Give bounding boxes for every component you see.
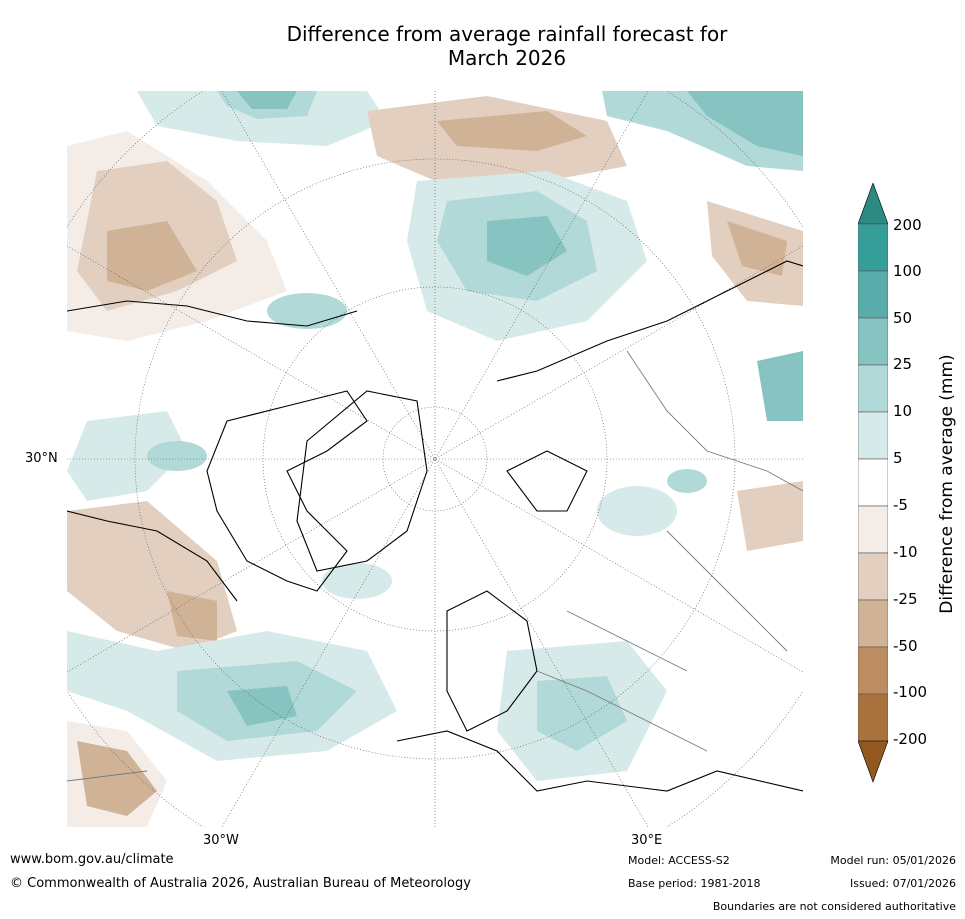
- footer-disclaimer: Boundaries are not considered authoritat…: [712, 900, 956, 913]
- title-line-2: March 2026: [447, 46, 567, 70]
- lat-label-30n: 30°N: [25, 451, 58, 466]
- colorbar-tick: -5: [893, 496, 908, 514]
- colorbar-segment: [858, 505, 888, 554]
- footer-issued: Issued: 07/01/2026: [849, 877, 956, 890]
- footer-website-link[interactable]: www.bom.gov.au/climate: [10, 852, 174, 867]
- lon-label-30e: 30°E: [631, 833, 663, 848]
- colorbar-segment: [858, 411, 888, 460]
- colorbar-tick: -100: [893, 683, 928, 701]
- lon-label-30w: 30°W: [203, 833, 239, 848]
- colorbar-segment: [858, 223, 888, 272]
- footer-base-period: Base period: 1981-2018: [628, 877, 761, 890]
- colorbar-segment: [858, 599, 888, 648]
- coastlines: [67, 260, 803, 792]
- map-title: Difference from average rainfall forecas…: [0, 22, 965, 70]
- graticule: [67, 91, 803, 827]
- anomaly-shading: [67, 91, 803, 827]
- colorbar: [858, 183, 888, 783]
- footer-copyright: © Commonwealth of Australia 2026, Austra…: [10, 876, 471, 891]
- country-borders: [67, 350, 803, 782]
- colorbar-extend-min: [858, 740, 888, 783]
- colorbar-tick: -50: [893, 637, 918, 655]
- colorbar-tick: 10: [893, 402, 913, 420]
- colorbar-tick: 25: [893, 355, 913, 373]
- colorbar-segment: [858, 364, 888, 413]
- colorbar-segment: [858, 552, 888, 601]
- rainfall-anomaly-map: [67, 91, 803, 827]
- colorbar-tick: 5: [893, 449, 903, 467]
- colorbar-extend-max: [858, 183, 888, 225]
- colorbar-tick: -10: [893, 543, 918, 561]
- colorbar-tick: 50: [893, 309, 913, 327]
- footer-model: Model: ACCESS-S2: [628, 854, 730, 867]
- colorbar-tick: -200: [893, 730, 928, 748]
- colorbar-segment: [858, 270, 888, 319]
- colorbar-tick: 200: [893, 216, 922, 234]
- colorbar-title: Difference from average (mm): [937, 354, 957, 614]
- footer-model-run: Model run: 05/01/2026: [830, 854, 956, 867]
- colorbar-segment: [858, 458, 888, 507]
- colorbar-segment: [858, 317, 888, 366]
- colorbar-tick: -25: [893, 590, 918, 608]
- colorbar-segment: [858, 646, 888, 695]
- colorbar-tick: 100: [893, 262, 922, 280]
- colorbar-segment: [858, 693, 888, 742]
- title-line-1: Difference from average rainfall forecas…: [286, 22, 728, 46]
